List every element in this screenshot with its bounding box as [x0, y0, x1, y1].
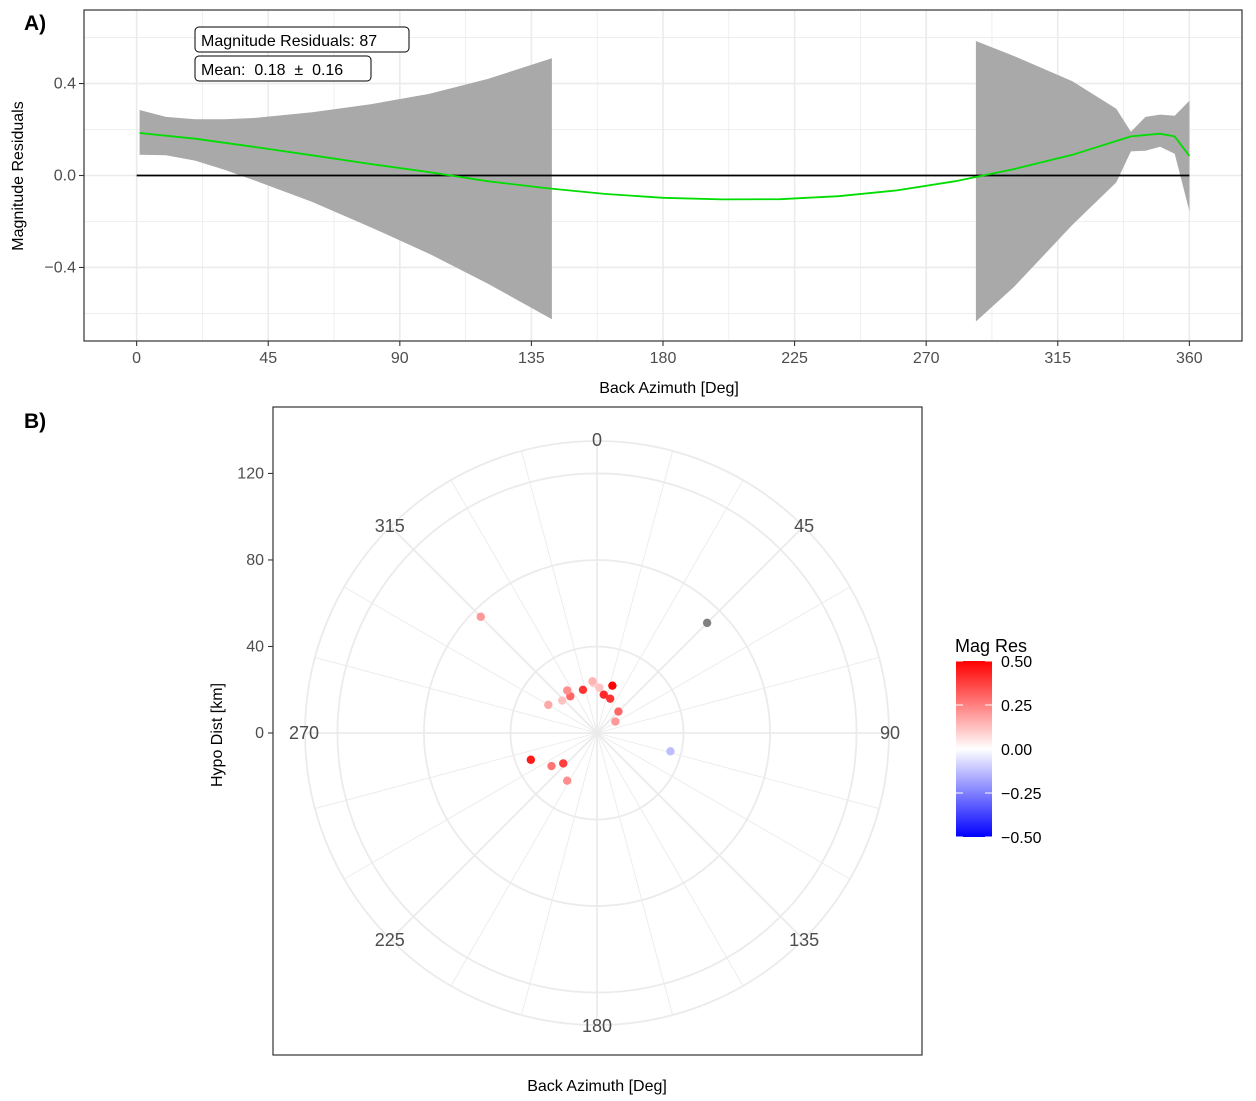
mean-annotation-box [194, 55, 372, 82]
azimuth-minor-spoke [450, 732, 598, 987]
panel-b-tag: B) [24, 410, 46, 433]
distance-ring [336, 472, 858, 994]
distance-tick-label: 120 [237, 465, 264, 482]
panel-a-x-axis: 0 45 90 135 180 225 270 315 360 [132, 341, 1203, 367]
y-tick-label: −0.4 [44, 259, 76, 276]
distance-ring [423, 559, 771, 907]
station-point [595, 683, 604, 692]
x-tick-label: 270 [913, 350, 940, 367]
azimuth-label: 180 [582, 1016, 612, 1036]
panel-b-points [476, 612, 712, 785]
x-tick-label: 45 [259, 350, 277, 367]
azimuth-minor-spoke [596, 732, 744, 987]
station-point [608, 681, 617, 690]
station-point [666, 747, 675, 756]
station-point [476, 612, 485, 621]
legend-tick-label: 0.50 [1001, 654, 1032, 671]
legend-tick-label: 0.25 [1001, 698, 1032, 715]
azimuth-minor-spoke [596, 656, 880, 734]
legend-ticks: 0.50 0.25 0.00 −0.25 −0.50 [956, 654, 1042, 847]
x-tick-label: 90 [391, 350, 409, 367]
confidence-ribbon [975, 41, 1190, 322]
azimuth-minor-spoke [596, 586, 851, 734]
legend-tick-label: 0.00 [1001, 742, 1032, 759]
panel-a-y-axis: −0.4 0.0 0.4 [44, 76, 84, 276]
station-point [614, 707, 623, 716]
azimuth-minor-spoke [314, 732, 598, 810]
panel-a-tag: A) [24, 12, 46, 35]
x-tick-label: 360 [1176, 350, 1203, 367]
panel-a-confidence-ribbon [139, 41, 1190, 322]
legend-tick-label: −0.25 [1001, 786, 1042, 803]
panel-b-x-axis-title: Back Azimuth [Deg] [527, 1078, 667, 1095]
smooth-trend-line [139, 132, 1191, 201]
azimuth-minor-spoke [596, 479, 744, 734]
station-point [562, 776, 572, 785]
azimuth-minor-spoke [343, 586, 598, 734]
outer-ring [304, 440, 890, 1026]
mean-annotation-text: Mean: 0.18 ± 0.16 [201, 62, 343, 79]
azimuth-label: 270 [289, 723, 319, 743]
azimuth-minor-spoke [343, 732, 598, 880]
panel-a-x-axis-title: Back Azimuth [Deg] [599, 380, 739, 397]
panel-a-lines [136, 132, 1191, 201]
panel-a-y-axis-title: Magnitude Residuals [10, 101, 27, 250]
station-point [578, 685, 588, 695]
confidence-ribbon [139, 58, 552, 320]
azimuth-label: 0 [592, 430, 602, 450]
panel-a: A) 0 45 90 135 180 225 270 315 360 −0.4 0.0 0.4 Ba… [10, 9, 1243, 397]
azimuth-minor-spoke [450, 479, 598, 734]
y-tick-label: 0.0 [54, 168, 76, 185]
count-annotation-text: Magnitude Residuals: 87 [201, 33, 377, 50]
legend-title: Mag Res [955, 636, 1027, 656]
panel-b-y-axis-title: Hypo Dist [km] [209, 683, 226, 787]
azimuth-minor-spoke [596, 732, 674, 1016]
x-tick-label: 225 [781, 350, 808, 367]
azimuth-label: 90 [880, 723, 900, 743]
azimuth-label: 225 [375, 930, 405, 950]
azimuth-major-spoke [596, 732, 805, 941]
azimuth-minor-spoke [314, 656, 598, 734]
distance-tick-label: 40 [246, 638, 264, 655]
azimuth-minor-spoke [596, 732, 880, 810]
color-legend: Mag Res 0.50 0.25 0.00 −0.25 −0.50 [955, 636, 1042, 847]
station-point [526, 755, 536, 764]
azimuth-label: 45 [794, 516, 814, 536]
station-point [563, 686, 572, 695]
station-point [588, 677, 597, 686]
distance-tick-label: 80 [246, 552, 264, 569]
azimuth-minor-spoke [596, 732, 851, 880]
distance-ring [509, 645, 685, 821]
station-point [547, 761, 556, 771]
panel-b-distance-axis: 0 40 80 120 [237, 465, 273, 742]
count-annotation-box [194, 26, 410, 53]
station-point [605, 694, 615, 703]
count-annotation: Magnitude Residuals: 87 [194, 26, 410, 53]
station-point [557, 696, 567, 705]
y-tick-label: 0.4 [54, 76, 76, 93]
distance-tick-label: 0 [255, 725, 264, 742]
station-point [544, 700, 553, 710]
x-tick-label: 180 [650, 350, 677, 367]
station-point [599, 690, 608, 699]
station-point [702, 618, 712, 628]
x-tick-label: 0 [132, 350, 141, 367]
panel-b-azimuth-labels: 0 45 90 135 180 225 270 315 [289, 430, 900, 1036]
legend-tick-label: −0.50 [1001, 830, 1042, 847]
x-tick-label: 135 [518, 350, 545, 367]
azimuth-label: 135 [789, 930, 819, 950]
station-point [611, 717, 620, 726]
x-tick-label: 315 [1044, 350, 1071, 367]
azimuth-minor-spoke [520, 732, 598, 1016]
mean-annotation: Mean: 0.18 ± 0.16 [194, 55, 372, 82]
station-point [559, 759, 568, 768]
azimuth-label: 315 [375, 516, 405, 536]
panel-b: B) 0 45 90 135 180 225 270 315 0 40 80 120 Back Az… [24, 406, 923, 1095]
azimuth-major-spoke [596, 525, 805, 734]
